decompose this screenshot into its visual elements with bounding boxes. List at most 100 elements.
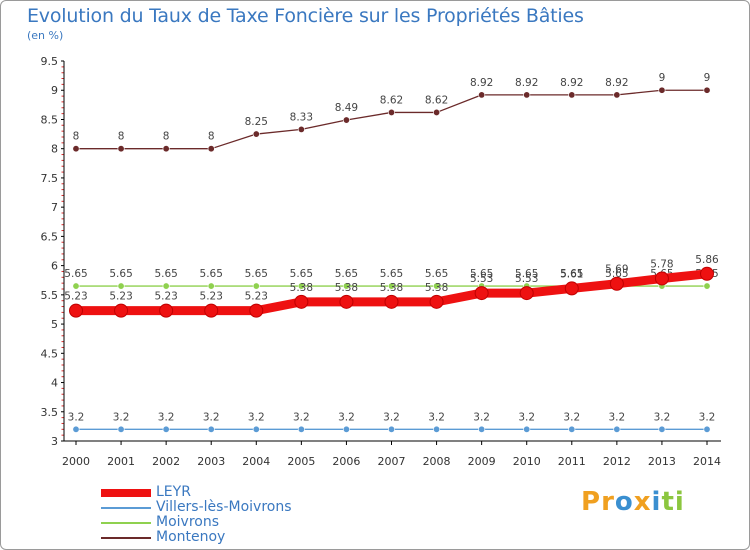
data-point-montenoy <box>433 108 441 116</box>
logo-letter: t <box>661 487 675 517</box>
data-label-villers-les-moivrons: 3.2 <box>248 411 265 423</box>
data-label-villers-les-moivrons: 3.2 <box>699 411 716 423</box>
data-label-villers-les-moivrons: 3.2 <box>293 411 310 423</box>
data-label-leyr: 5.53 <box>515 273 538 285</box>
x-tick-label: 2006 <box>332 455 360 468</box>
y-tick-label: 9 <box>51 84 58 97</box>
data-label-moivrons: 5.65 <box>245 268 268 280</box>
x-tick-label: 2008 <box>423 455 451 468</box>
data-point-montenoy <box>207 145 215 153</box>
data-point-villers-les-moivrons <box>207 425 215 433</box>
logo-letter: r <box>601 487 615 517</box>
logo-letter: o <box>614 487 634 517</box>
x-tick-label: 2009 <box>468 455 496 468</box>
data-point-montenoy <box>387 108 395 116</box>
data-label-leyr: 5.61 <box>560 268 583 280</box>
data-point-villers-les-moivrons <box>162 425 170 433</box>
x-tick-label: 2004 <box>242 455 270 468</box>
y-tick-label: 5 <box>51 318 58 331</box>
y-tick-label: 6 <box>51 260 58 273</box>
data-point-moivrons <box>433 282 441 290</box>
data-label-moivrons: 5.65 <box>470 268 493 280</box>
data-point-moivrons <box>207 282 215 290</box>
y-tick-label: 8.5 <box>41 113 59 126</box>
data-point-villers-les-moivrons <box>117 425 125 433</box>
data-label-montenoy: 8.92 <box>470 77 493 89</box>
proxiti-logo: Proxiti <box>581 487 685 517</box>
data-point-moivrons <box>703 282 711 290</box>
data-label-montenoy: 8.92 <box>605 77 628 89</box>
data-point-villers-les-moivrons <box>342 425 350 433</box>
data-label-leyr: 5.23 <box>109 291 132 303</box>
y-tick-label: 6.5 <box>41 230 59 243</box>
x-tick-label: 2000 <box>62 455 90 468</box>
x-tick-label: 2002 <box>152 455 180 468</box>
data-point-montenoy <box>117 145 125 153</box>
data-label-moivrons: 5.65 <box>425 268 448 280</box>
data-point-leyr <box>609 276 624 291</box>
data-point-moivrons <box>117 282 125 290</box>
data-point-villers-les-moivrons <box>703 425 711 433</box>
data-label-villers-les-moivrons: 3.2 <box>68 411 85 423</box>
x-tick-label: 2010 <box>513 455 541 468</box>
x-tick-label: 2012 <box>603 455 631 468</box>
data-point-leyr <box>249 303 264 318</box>
data-point-montenoy <box>703 86 711 94</box>
data-label-leyr: 5.38 <box>335 282 358 294</box>
data-label-villers-les-moivrons: 3.2 <box>654 411 671 423</box>
y-tick-label: 3.5 <box>41 406 59 419</box>
data-point-moivrons <box>252 282 260 290</box>
data-label-montenoy: 8.62 <box>425 94 448 106</box>
data-label-montenoy: 9 <box>659 72 666 84</box>
data-point-montenoy <box>613 91 621 99</box>
data-label-villers-les-moivrons: 3.2 <box>428 411 445 423</box>
data-label-montenoy: 8 <box>118 131 125 143</box>
data-label-moivrons: 5.65 <box>109 268 132 280</box>
data-point-villers-les-moivrons <box>613 425 621 433</box>
chart-title: Evolution du Taux de Taxe Foncière sur l… <box>27 5 584 27</box>
data-point-leyr <box>564 281 579 296</box>
data-label-leyr: 5.86 <box>695 254 719 266</box>
logo-letter: x <box>633 487 652 517</box>
data-label-montenoy: 8.25 <box>245 116 268 128</box>
y-tick-label: 4 <box>51 377 58 390</box>
data-label-moivrons: 5.65 <box>154 268 177 280</box>
data-label-leyr: 5.23 <box>245 291 268 303</box>
y-tick-label: 8 <box>51 143 58 156</box>
data-label-leyr: 5.38 <box>425 282 448 294</box>
data-label-montenoy: 8 <box>208 131 215 143</box>
data-label-montenoy: 8.92 <box>515 77 538 89</box>
data-point-leyr <box>519 286 534 301</box>
data-label-montenoy: 8 <box>73 131 80 143</box>
legend-label-leyr: LEYR <box>156 484 191 500</box>
data-label-moivrons: 5.65 <box>64 268 87 280</box>
data-label-montenoy: 8.62 <box>380 94 403 106</box>
data-point-moivrons <box>72 282 80 290</box>
data-label-moivrons: 5.65 <box>380 268 403 280</box>
x-tick-label: 2014 <box>693 455 721 468</box>
data-label-villers-les-moivrons: 3.2 <box>113 411 130 423</box>
y-tick-label: 7 <box>51 201 58 214</box>
data-point-leyr <box>204 303 219 318</box>
legend-label-moivrons: Moivrons <box>156 514 219 530</box>
data-point-villers-les-moivrons <box>433 425 441 433</box>
data-label-leyr: 5.23 <box>64 291 87 303</box>
data-point-montenoy <box>658 86 666 94</box>
data-point-leyr <box>114 303 129 318</box>
data-point-moivrons <box>162 282 170 290</box>
data-point-montenoy <box>162 145 170 153</box>
data-point-moivrons <box>297 282 305 290</box>
x-tick-label: 2007 <box>378 455 406 468</box>
data-point-villers-les-moivrons <box>252 425 260 433</box>
y-tick-label: 4.5 <box>41 347 59 360</box>
y-axis-unit-label: (en %) <box>27 29 64 42</box>
data-label-moivrons: 5.65 <box>605 268 628 280</box>
data-point-moivrons <box>387 282 395 290</box>
data-label-leyr: 5.23 <box>154 291 177 303</box>
data-point-montenoy <box>72 145 80 153</box>
data-label-villers-les-moivrons: 3.2 <box>609 411 626 423</box>
data-label-montenoy: 9 <box>704 72 711 84</box>
data-label-villers-les-moivrons: 3.2 <box>158 411 175 423</box>
data-label-villers-les-moivrons: 3.2 <box>518 411 535 423</box>
